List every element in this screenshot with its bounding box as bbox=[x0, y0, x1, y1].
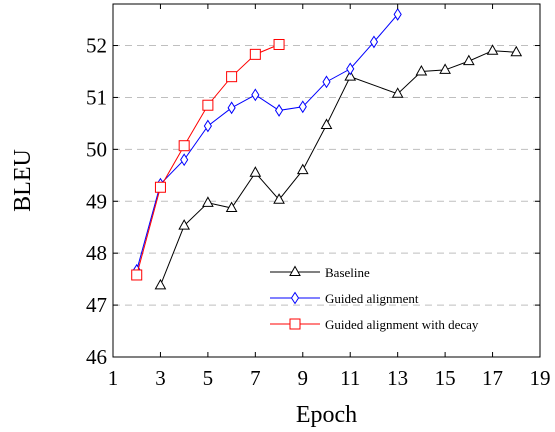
y-tick-label: 51 bbox=[86, 85, 107, 109]
legend-marker bbox=[289, 265, 301, 276]
x-tick-label: 15 bbox=[435, 366, 456, 390]
legend-item: Baseline bbox=[270, 265, 370, 280]
data-point bbox=[439, 63, 451, 74]
data-point bbox=[273, 38, 285, 50]
data-point bbox=[274, 103, 284, 117]
series-triangle bbox=[154, 44, 523, 290]
data-point bbox=[393, 7, 402, 21]
y-tick-label: 52 bbox=[86, 34, 107, 58]
data-point bbox=[202, 99, 214, 111]
legend-marker bbox=[289, 318, 301, 330]
data-point bbox=[273, 193, 285, 204]
data-point bbox=[320, 118, 333, 129]
y-tick-label: 46 bbox=[86, 345, 107, 369]
data-point bbox=[154, 278, 167, 290]
data-point bbox=[344, 70, 357, 81]
y-tick-label: 48 bbox=[86, 241, 107, 265]
data-point bbox=[180, 153, 189, 167]
x-tick-label: 19 bbox=[530, 366, 551, 390]
data-point bbox=[202, 196, 214, 207]
series-square bbox=[131, 38, 285, 281]
x-tick-label: 5 bbox=[203, 366, 214, 390]
data-point bbox=[251, 88, 260, 102]
plot-frame bbox=[112, 3, 541, 358]
x-tick-label: 17 bbox=[482, 366, 503, 390]
x-tick-label: 1 bbox=[108, 366, 119, 390]
data-point bbox=[203, 119, 212, 133]
legend-item: Guided alignment with decay bbox=[270, 317, 479, 332]
data-point bbox=[226, 71, 238, 83]
data-point bbox=[227, 101, 236, 115]
x-axis-title: Epoch bbox=[296, 402, 357, 428]
legend-marker bbox=[290, 291, 300, 305]
data-point bbox=[249, 48, 261, 60]
data-point bbox=[296, 163, 309, 175]
x-tick-label: 13 bbox=[387, 366, 408, 390]
series-line bbox=[136, 14, 399, 271]
data-point bbox=[510, 45, 523, 57]
data-point bbox=[131, 269, 143, 281]
data-point bbox=[298, 100, 307, 114]
series-line bbox=[136, 44, 280, 276]
data-point bbox=[346, 62, 355, 76]
series-line bbox=[159, 50, 517, 286]
legend-item: Guided alignment bbox=[270, 291, 419, 306]
x-tick-label: 11 bbox=[340, 366, 360, 390]
legend-label: Baseline bbox=[325, 265, 370, 280]
y-tick-label: 49 bbox=[86, 189, 107, 213]
legend-label: Guided alignment bbox=[325, 291, 419, 306]
data-point bbox=[249, 166, 262, 177]
y-tick-label: 47 bbox=[86, 293, 107, 317]
data-point bbox=[178, 140, 190, 152]
x-tick-label: 7 bbox=[250, 366, 261, 390]
data-point bbox=[415, 64, 428, 76]
y-tick-label: 50 bbox=[86, 137, 107, 161]
data-point bbox=[178, 219, 191, 230]
legend: Baseline Guided alignment Guided alignment… bbox=[270, 265, 479, 332]
data-point bbox=[462, 54, 475, 66]
data-point bbox=[225, 201, 238, 213]
x-tick-label: 9 bbox=[298, 366, 309, 390]
legend-label: Guided alignment with decay bbox=[325, 317, 479, 332]
x-tick-label: 3 bbox=[155, 366, 166, 390]
series-diamond bbox=[132, 7, 402, 277]
data-point bbox=[391, 87, 404, 98]
data-point bbox=[486, 44, 499, 55]
data-point bbox=[322, 75, 331, 89]
data-point bbox=[369, 35, 379, 49]
data-point bbox=[154, 181, 166, 193]
series-layer bbox=[131, 7, 523, 290]
y-axis-title: BLEU bbox=[10, 149, 36, 212]
